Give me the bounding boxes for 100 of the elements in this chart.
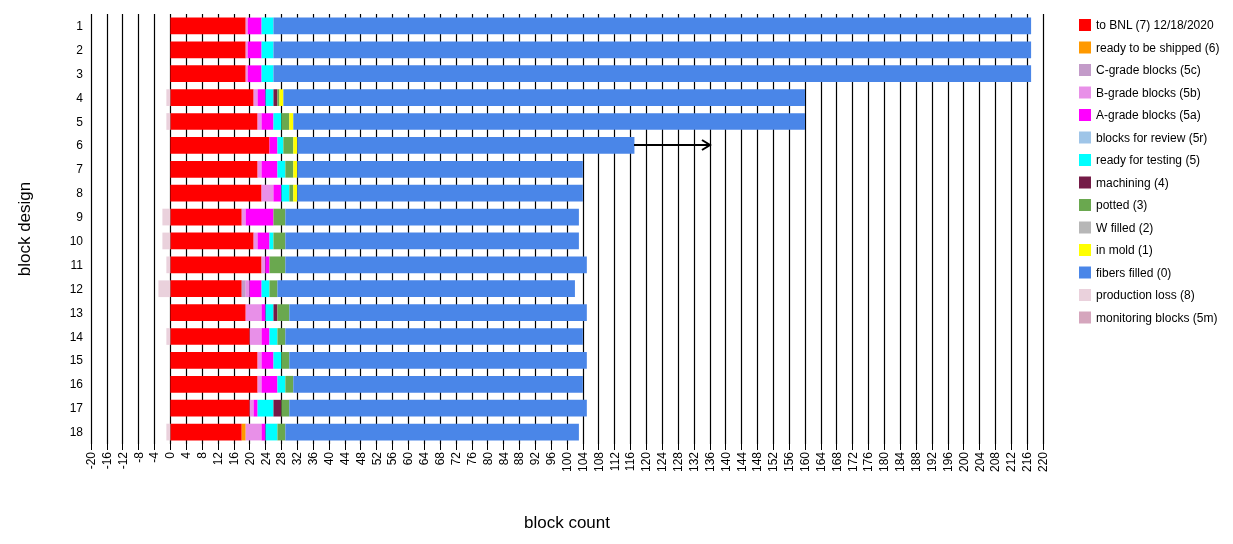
x-tick-label: 20 xyxy=(242,451,257,466)
bar xyxy=(162,232,171,250)
y-tick-label: 12 xyxy=(69,281,84,296)
x-tick-label: 8 xyxy=(195,451,210,459)
x-axis-title: block count xyxy=(524,513,611,532)
y-tick-label: 1 xyxy=(76,18,84,33)
bar xyxy=(257,232,270,250)
x-tick-label: -12 xyxy=(115,451,130,470)
x-tick-label: 128 xyxy=(671,451,686,473)
x-tick-label: 152 xyxy=(766,451,781,473)
bar xyxy=(297,184,583,202)
x-tick-label: 28 xyxy=(274,451,289,466)
x-tick-label: 92 xyxy=(528,451,543,466)
y-tick-label: 10 xyxy=(69,233,84,248)
bar xyxy=(170,423,242,441)
bar xyxy=(170,304,246,321)
bar xyxy=(249,280,262,298)
bar xyxy=(285,232,579,250)
bar xyxy=(289,304,587,321)
bar xyxy=(289,113,294,130)
bar xyxy=(289,184,294,202)
x-tick-label: 212 xyxy=(1004,451,1019,473)
bar xyxy=(170,375,258,393)
bar xyxy=(241,280,246,298)
x-tick-label: 24 xyxy=(258,451,273,466)
x-tick-label: -20 xyxy=(84,451,98,470)
x-tick-label: 204 xyxy=(972,451,987,473)
bar xyxy=(265,256,270,274)
bar xyxy=(273,41,1032,59)
x-tick-label: 184 xyxy=(893,451,908,473)
x-tick-label: 44 xyxy=(337,451,352,466)
bar xyxy=(273,304,278,321)
legend-label: in mold (1) xyxy=(1096,243,1153,257)
x-tick-label: 16 xyxy=(226,451,241,466)
bar xyxy=(289,399,587,417)
x-tick-label: 124 xyxy=(655,451,670,473)
bar xyxy=(273,399,282,417)
bar xyxy=(170,399,250,417)
bar xyxy=(170,208,242,226)
x-tick-label: 108 xyxy=(591,451,606,473)
x-tick-label: 100 xyxy=(560,451,574,473)
x-tick-label: 196 xyxy=(940,451,955,473)
legend-label: monitoring blocks (5m) xyxy=(1096,310,1218,325)
x-tick-label: -16 xyxy=(99,451,114,470)
bar xyxy=(281,399,290,417)
bar xyxy=(249,328,262,345)
bar xyxy=(170,137,270,154)
bar xyxy=(277,328,286,345)
bar xyxy=(269,256,286,274)
y-tick-label: 5 xyxy=(76,114,84,129)
x-tick-label: 132 xyxy=(686,451,701,473)
bar xyxy=(170,160,258,178)
bar xyxy=(293,160,298,178)
x-tick-label: 208 xyxy=(988,451,1003,473)
bar xyxy=(283,137,294,154)
bar xyxy=(249,399,254,417)
legend-label: blocks for review (5r) xyxy=(1096,130,1208,145)
bar xyxy=(297,137,635,154)
x-tick-label: 164 xyxy=(813,451,828,473)
bar xyxy=(273,352,282,369)
legend-label: fibers filled (0) xyxy=(1096,265,1172,280)
y-tick-label: 18 xyxy=(69,425,84,440)
bar xyxy=(277,304,290,321)
x-tick-label: 192 xyxy=(924,451,939,473)
x-tick-label: 48 xyxy=(353,451,368,466)
legend-label: potted (3) xyxy=(1096,198,1148,212)
bar xyxy=(170,65,246,83)
bar xyxy=(277,375,286,393)
bar xyxy=(257,375,262,393)
bar xyxy=(170,256,262,274)
x-tick-label: 64 xyxy=(417,451,432,466)
x-tick-label: 136 xyxy=(702,451,717,473)
x-tick-label: 32 xyxy=(290,451,305,466)
bar xyxy=(253,89,258,106)
bar xyxy=(245,208,274,226)
y-tick-label: 16 xyxy=(69,377,84,392)
x-tick-label: 168 xyxy=(829,451,844,473)
bar xyxy=(257,160,262,178)
bar xyxy=(297,160,583,178)
bar xyxy=(257,113,262,130)
y-tick-label: 4 xyxy=(76,90,84,105)
x-tick-label: 52 xyxy=(369,451,384,466)
y-tick-label: 15 xyxy=(69,353,84,368)
bar xyxy=(170,89,254,106)
bar xyxy=(261,280,270,298)
bar xyxy=(261,113,274,130)
bar xyxy=(281,184,290,202)
x-tick-label: 116 xyxy=(623,451,638,472)
bar xyxy=(170,184,262,202)
y-tick-label: 7 xyxy=(76,162,84,177)
bar xyxy=(273,89,278,106)
x-tick-label: 160 xyxy=(798,451,812,473)
bar xyxy=(261,352,274,369)
legend-label: W filled (2) xyxy=(1096,220,1154,235)
x-tick-label: 68 xyxy=(433,451,448,466)
bar xyxy=(285,208,579,226)
bar xyxy=(261,160,278,178)
x-tick-label: 144 xyxy=(734,451,749,473)
x-tick-label: 148 xyxy=(750,451,765,473)
x-tick-label: 216 xyxy=(1020,451,1035,473)
